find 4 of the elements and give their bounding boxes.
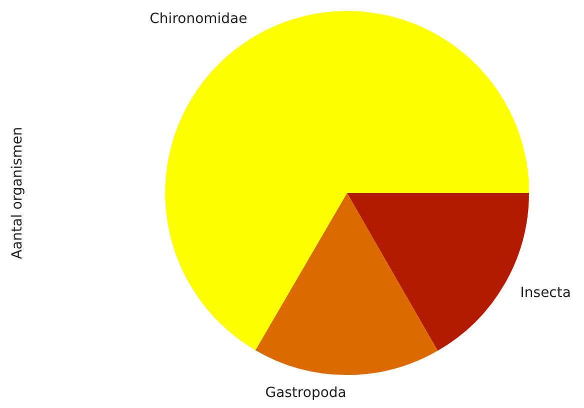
slice-label: Gastropoda [265,384,346,401]
slice-label: Chironomidae [150,11,248,28]
slice-label: Insecta [520,284,571,301]
text: Aantal organismen [10,126,26,260]
